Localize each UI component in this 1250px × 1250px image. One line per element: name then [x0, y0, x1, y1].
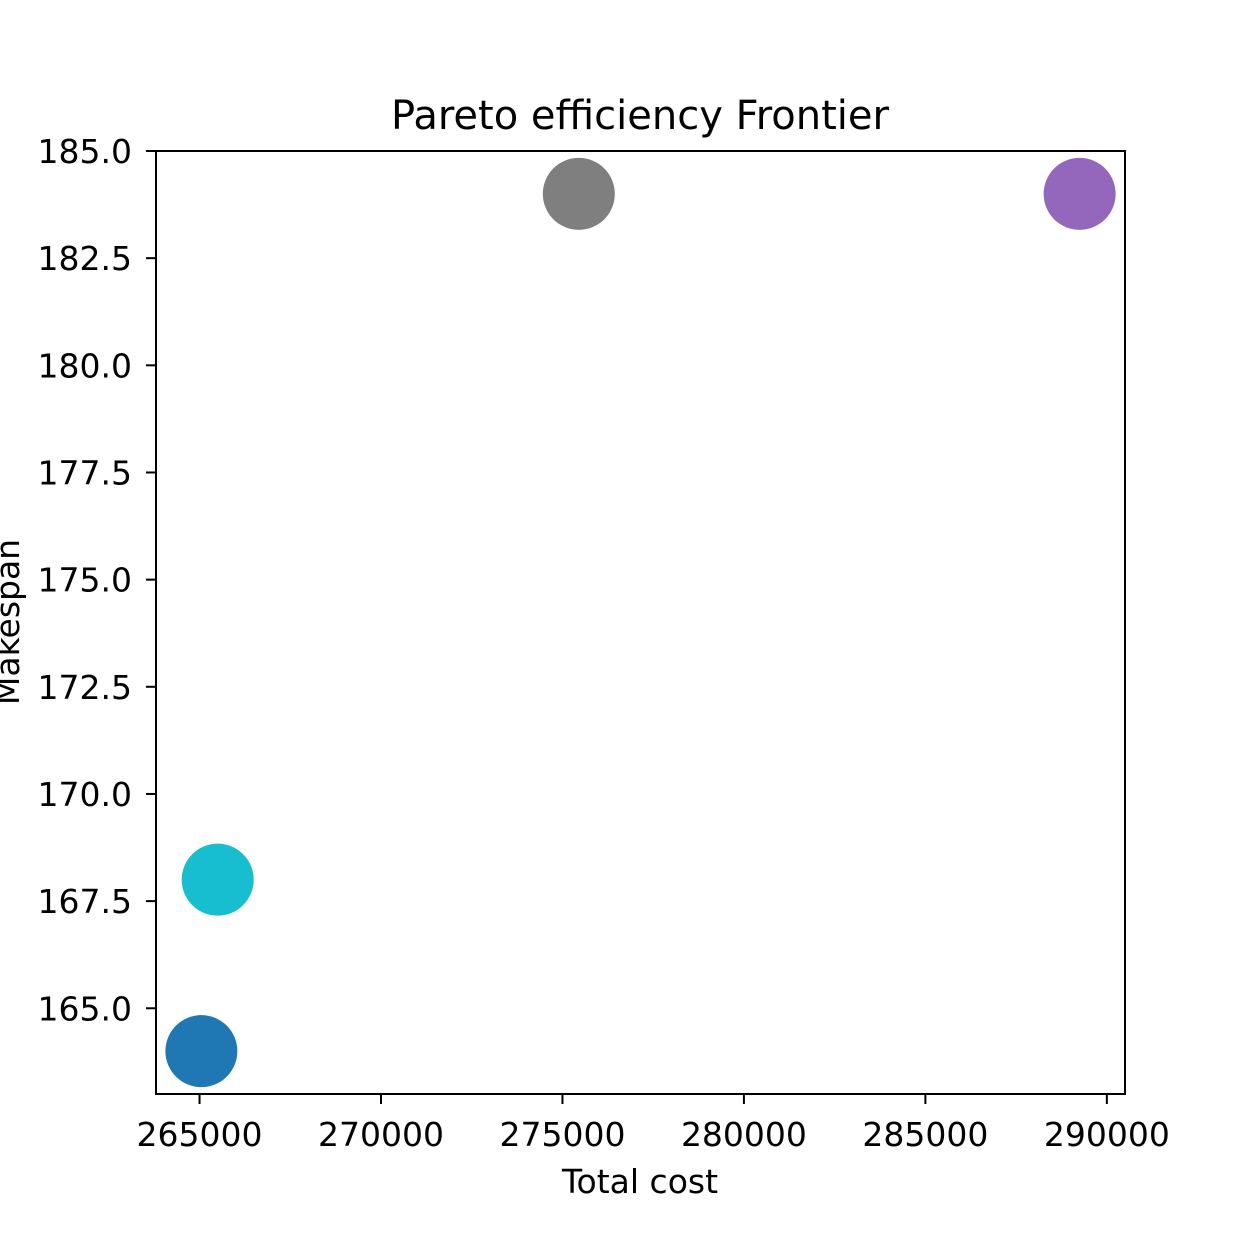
- y-tick-label: 180.0: [38, 346, 132, 385]
- data-points: [165, 157, 1116, 1088]
- y-tick-label: 185.0: [38, 132, 132, 171]
- x-tick-label: 270000: [318, 1115, 444, 1154]
- y-tick-label: 170.0: [38, 775, 132, 814]
- x-tick-label: 280000: [681, 1115, 807, 1154]
- chart-title: Pareto efficiency Frontier: [391, 93, 890, 139]
- scatter-point-1: [165, 1015, 238, 1088]
- x-tick-label: 290000: [1044, 1115, 1170, 1154]
- x-tick-label: 275000: [499, 1115, 625, 1154]
- y-axis: 165.0 167.5 170.0 172.5 175.0 177.5 180.0 182.5…: [38, 132, 156, 1028]
- y-tick-label: 177.5: [38, 453, 132, 492]
- y-tick-label: 182.5: [38, 239, 132, 278]
- y-tick-label: 175.0: [38, 561, 132, 600]
- x-axis-title: Total cost: [561, 1162, 718, 1201]
- y-tick-label: 172.5: [38, 668, 132, 707]
- y-tick-label: 165.0: [38, 989, 132, 1028]
- scatter-point-3: [542, 157, 615, 230]
- y-axis-title: Makespan: [0, 539, 27, 705]
- y-tick-label: 167.5: [38, 882, 132, 921]
- x-tick-label: 285000: [862, 1115, 988, 1154]
- x-axis: 265000 270000 275000 280000 285000 290000: [137, 1094, 1170, 1154]
- scatter-point-4: [1043, 157, 1116, 230]
- x-tick-label: 265000: [137, 1115, 263, 1154]
- plot-area-frame: [155, 150, 1126, 1095]
- scatter-point-2: [181, 843, 254, 916]
